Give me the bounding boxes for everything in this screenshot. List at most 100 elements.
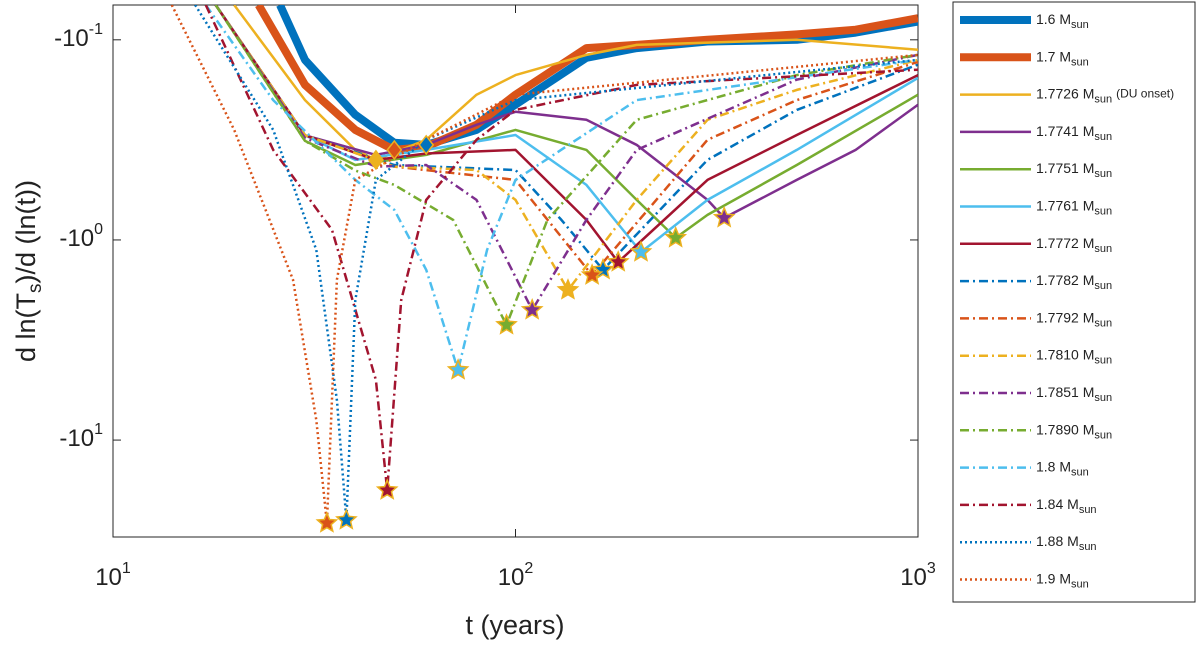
star-marker [664, 225, 688, 248]
star-marker [315, 511, 339, 533]
y-tick-base: -10 [59, 425, 94, 452]
legend-sub: sun [1094, 205, 1112, 217]
series-line [204, 5, 918, 372]
legend-label: 1.7851 Msun [1036, 384, 1112, 404]
legend-label: 1.7810 Msun [1036, 346, 1112, 366]
series-line [214, 5, 918, 254]
legend-sub: sun [1079, 504, 1097, 516]
y-tick-label: -100 [59, 221, 103, 252]
legend-name: 1.7761 M [1036, 197, 1094, 213]
y-tick-exp: 0 [94, 221, 103, 238]
series-line [204, 5, 918, 492]
legend-sub: sun [1094, 280, 1112, 292]
star-marker [446, 358, 470, 380]
legend-sub: sun [1071, 56, 1089, 68]
legend-box [952, 1, 1196, 603]
series-line [233, 5, 918, 162]
star-marker [629, 240, 653, 262]
series-line [170, 5, 918, 525]
x-tick-exp: 1 [122, 560, 131, 577]
legend-label: 1.7726 Msun (DU onset) [1036, 85, 1174, 105]
legend-label: 1.7782 Msun [1036, 272, 1112, 292]
diamond-marker [386, 139, 403, 161]
legend-name: 1.7 M [1036, 48, 1071, 64]
plot-area [112, 4, 919, 538]
diamond-marker [367, 149, 384, 171]
legend-name: 1.84 M [1036, 496, 1079, 512]
legend-label: 1.6 Msun [1036, 11, 1089, 31]
legend-label: 1.7772 Msun [1036, 235, 1112, 255]
legend-label: 1.7 Msun [1036, 48, 1089, 68]
legend-name: 1.9 M [1036, 570, 1071, 586]
x-tick-base: 10 [498, 564, 525, 591]
legend-label: 1.7890 Msun [1036, 421, 1112, 441]
y-tick-exp: -1 [89, 21, 103, 38]
diamond-marker [418, 134, 435, 156]
legend-name: 1.7772 M [1036, 235, 1094, 251]
star-marker [520, 298, 544, 320]
star-marker [556, 278, 580, 300]
legend-label: 1.7761 Msun [1036, 197, 1112, 217]
y-label-part: d ln(T [11, 293, 41, 362]
y-axis-label: d ln(Ts)/d (ln(t)) [11, 180, 46, 362]
x-tick-exp: 3 [927, 560, 936, 577]
legend-label: 1.7792 Msun [1036, 309, 1112, 329]
x-axis-label: t (years) [465, 610, 564, 640]
star-marker [335, 508, 358, 530]
star-marker [495, 313, 518, 335]
series-line [214, 5, 918, 240]
legend-sub: sun [1071, 19, 1089, 31]
legend-note: (DU onset) [1116, 87, 1174, 101]
legend-label: 1.88 Msun [1036, 533, 1097, 553]
x-tick-label: 103 [900, 560, 936, 591]
legend-sub: sun [1094, 392, 1112, 404]
series-line [214, 5, 918, 312]
y-tick-base: -10 [59, 225, 94, 252]
y-label-sub: s [25, 283, 46, 293]
star-marker [580, 263, 604, 285]
y-tick-base: -10 [54, 25, 89, 52]
star-marker [591, 257, 615, 280]
legend-name: 1.6 M [1036, 11, 1071, 27]
series-line [214, 5, 918, 272]
x-tick-base: 10 [95, 564, 122, 591]
x-tick-label: 101 [95, 560, 131, 591]
star-marker [606, 250, 630, 272]
series-line [255, 5, 918, 154]
y-tick-label: -10-1 [54, 21, 103, 52]
legend-sub: sun [1094, 168, 1112, 180]
legend-label: 1.9 Msun [1036, 570, 1089, 590]
y-tick-label: -101 [59, 421, 103, 452]
star-marker [375, 478, 399, 500]
legend-label: 1.7741 Msun [1036, 123, 1112, 143]
legend-sub: sun [1094, 131, 1112, 143]
legend-name: 1.7792 M [1036, 309, 1094, 325]
legend-name: 1.7810 M [1036, 346, 1094, 362]
legend-name: 1.7741 M [1036, 123, 1094, 139]
legend-label: 1.8 Msun [1036, 458, 1089, 478]
legend-label: 1.84 Msun [1036, 496, 1097, 516]
legend-sub: sun [1071, 578, 1089, 590]
series-line [214, 5, 918, 292]
series-line [194, 5, 918, 522]
legend-sub: sun [1079, 541, 1097, 553]
legend-sub: sun [1094, 243, 1112, 255]
y-tick-exp: 1 [94, 421, 103, 438]
star-marker [712, 205, 736, 228]
legend-sub: sun [1094, 94, 1112, 106]
x-tick-base: 10 [900, 564, 927, 591]
legend-name: 1.8 M [1036, 458, 1071, 474]
series-layer [170, 5, 918, 525]
legend-sub: sun [1071, 467, 1089, 479]
legend-sub: sun [1094, 355, 1112, 367]
legend-label: 1.7751 Msun [1036, 160, 1112, 180]
legend-name: 1.7782 M [1036, 272, 1094, 288]
x-tick-label: 102 [498, 560, 534, 591]
marker-layer [315, 134, 736, 533]
x-tick-exp: 2 [524, 560, 533, 577]
legend-name: 1.7851 M [1036, 384, 1094, 400]
legend-name: 1.7890 M [1036, 421, 1094, 437]
legend-name: 1.88 M [1036, 533, 1079, 549]
